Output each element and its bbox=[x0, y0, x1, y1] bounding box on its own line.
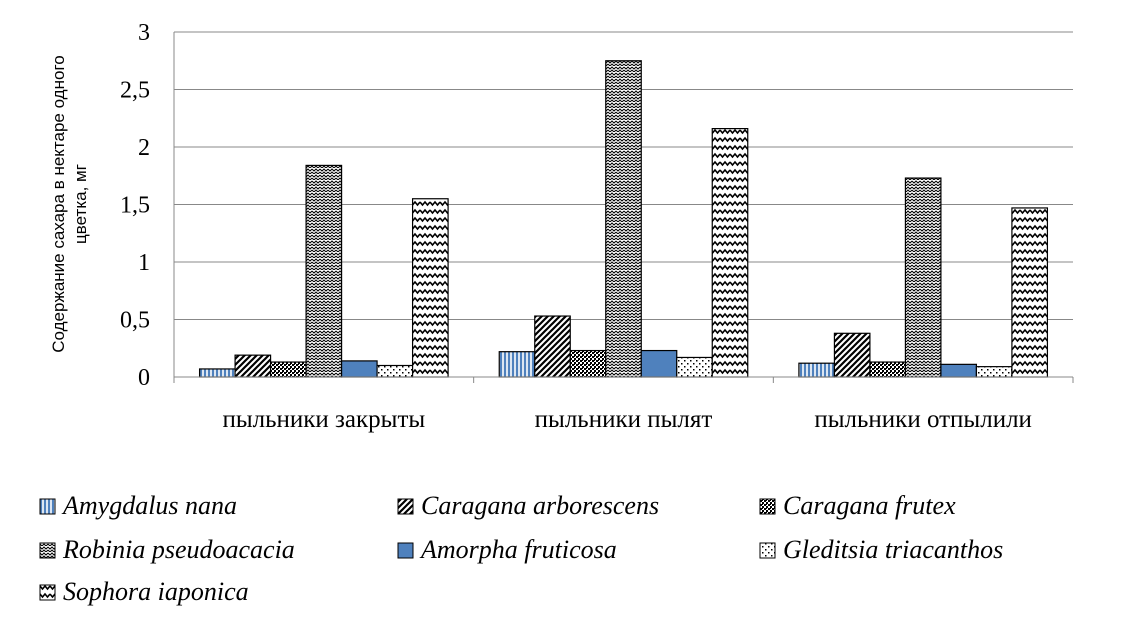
bar bbox=[904, 177, 942, 378]
y-tick-label: 0 bbox=[138, 365, 150, 391]
legend-swatch bbox=[39, 542, 56, 559]
legend-item: Amygdalus nana bbox=[39, 491, 237, 520]
category-label: пыльники закрыты bbox=[222, 406, 425, 433]
y-axis-label-line: цветка, мг bbox=[71, 164, 90, 244]
bar bbox=[534, 315, 571, 378]
bar bbox=[711, 128, 749, 378]
bar bbox=[940, 363, 978, 378]
legend: Amygdalus nana Caragana arborescens Caraga… bbox=[39, 491, 1003, 606]
legend-swatch bbox=[759, 498, 776, 515]
legend-swatch bbox=[39, 584, 56, 601]
legend-label: Gleditsia triacanthos bbox=[783, 535, 1003, 564]
legend-label: Amorpha fruticosa bbox=[419, 535, 617, 564]
y-tick-label: 0,5 bbox=[120, 308, 150, 334]
axes bbox=[173, 32, 1074, 383]
y-tick-label: 2,5 bbox=[120, 78, 150, 104]
bar bbox=[305, 164, 343, 378]
legend-item: Amorpha fruticosa bbox=[397, 535, 617, 564]
y-axis-ticks: 0 0,5 1 1,5 2 2,5 3 bbox=[120, 20, 150, 391]
y-axis-label-line: Содержание сахара в нектаре одного bbox=[49, 55, 68, 352]
legend-label: Caragana frutex bbox=[783, 491, 956, 520]
bar bbox=[1011, 207, 1049, 378]
legend-item: Gleditsia triacanthos bbox=[759, 535, 1003, 564]
bar bbox=[340, 360, 378, 378]
legend-label: Caragana arborescens bbox=[421, 491, 659, 520]
bar bbox=[198, 368, 236, 378]
legend-swatch bbox=[397, 542, 414, 559]
legend-swatch bbox=[39, 498, 56, 515]
y-tick-label: 2 bbox=[138, 135, 150, 161]
bar bbox=[869, 361, 907, 378]
x-axis-categories: пыльники закрыты пыльники пылят пыльники о… bbox=[222, 406, 1031, 433]
legend-label: Sophora iaponica bbox=[63, 577, 249, 606]
legend-item: Caragana frutex bbox=[759, 491, 956, 520]
bar bbox=[498, 351, 536, 378]
bars bbox=[198, 60, 1049, 378]
category-label: пыльники отпылили bbox=[814, 406, 1032, 433]
bar bbox=[269, 361, 307, 378]
bar bbox=[376, 364, 414, 378]
y-tick-label: 1,5 bbox=[120, 193, 150, 219]
legend-swatch bbox=[397, 498, 414, 515]
legend-label: Robinia pseudoacacia bbox=[62, 535, 295, 564]
legend-item: Caragana arborescens bbox=[397, 491, 659, 520]
legend-swatch bbox=[759, 542, 776, 559]
bar bbox=[234, 354, 272, 378]
legend-item: Sophora iaponica bbox=[39, 577, 249, 606]
bar bbox=[640, 349, 678, 378]
bar bbox=[798, 362, 836, 378]
legend-label: Amygdalus nana bbox=[61, 491, 237, 520]
bar bbox=[411, 198, 449, 378]
legend-item: Robinia pseudoacacia bbox=[39, 535, 295, 564]
bar bbox=[676, 356, 713, 378]
bar bbox=[833, 332, 871, 378]
category-label: пыльники пылят bbox=[535, 406, 713, 433]
y-axis-label: Содержание сахара в нектаре одного цветка… bbox=[49, 55, 90, 352]
y-tick-label: 1 bbox=[138, 250, 150, 276]
bar bbox=[605, 60, 642, 378]
y-tick-label: 3 bbox=[138, 20, 150, 46]
bar bbox=[975, 366, 1013, 378]
bar bbox=[569, 349, 607, 378]
